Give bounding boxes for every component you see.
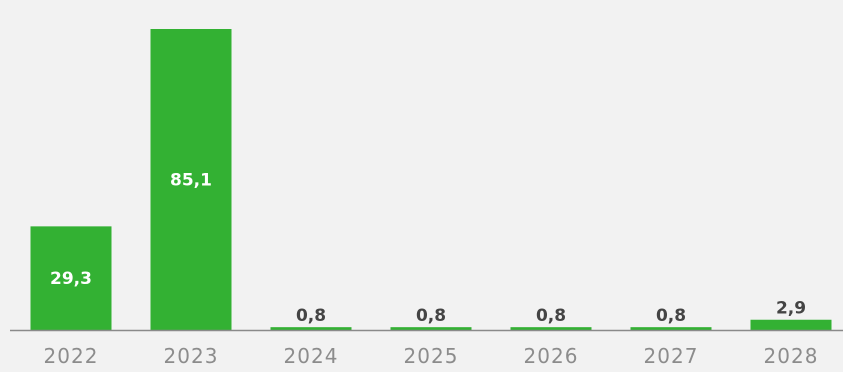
bar-2026 xyxy=(510,327,592,330)
x-tick-labels: 2022 2023 2024 2025 2026 2027 2028 xyxy=(44,344,819,368)
value-label-2028: 2,9 xyxy=(776,299,806,319)
value-label-2023: 85,1 xyxy=(170,171,212,191)
bars-layer xyxy=(30,29,832,330)
value-label-2026: 0,8 xyxy=(536,306,566,326)
bar-2025 xyxy=(390,327,472,330)
x-tick-label-2025: 2025 xyxy=(404,344,459,368)
value-label-2025: 0,8 xyxy=(416,306,446,326)
value-label-2027: 0,8 xyxy=(656,306,686,326)
x-tick-label-2028: 2028 xyxy=(764,344,819,368)
bar-2028 xyxy=(750,319,832,330)
x-tick-label-2022: 2022 xyxy=(44,344,99,368)
x-tick-label-2023: 2023 xyxy=(164,344,219,368)
bar-2023 xyxy=(150,29,232,330)
x-tick-label-2024: 2024 xyxy=(284,344,339,368)
value-label-2024: 0,8 xyxy=(296,306,326,326)
value-labels-layer: 29,3 85,1 0,8 0,8 0,8 0,8 2,9 xyxy=(50,171,806,327)
bar-2024 xyxy=(270,327,352,330)
bar-2027 xyxy=(630,327,712,330)
bar-2022 xyxy=(30,226,112,330)
x-tick-label-2026: 2026 xyxy=(524,344,579,368)
x-tick-label-2027: 2027 xyxy=(644,344,699,368)
value-label-2022: 29,3 xyxy=(50,269,92,289)
